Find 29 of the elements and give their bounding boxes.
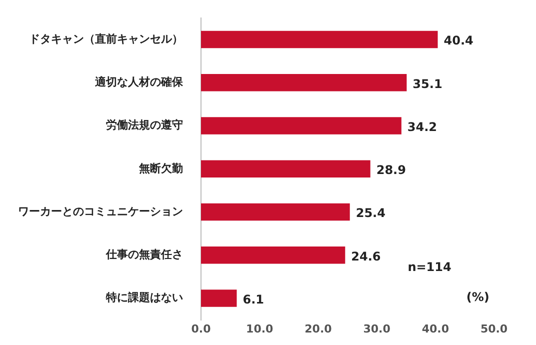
x-tick-label: 20.0: [304, 322, 332, 336]
bar: [201, 117, 402, 134]
data-label: 24.6: [351, 249, 381, 264]
bar: [201, 74, 407, 92]
data-label: 6.1: [242, 292, 264, 306]
y-tick-label: 仕事の無責任さ: [105, 248, 183, 261]
annotation: n=114: [408, 260, 452, 274]
x-tick-label: 50.0: [480, 322, 508, 336]
data-label: 25.4: [356, 206, 386, 220]
bar: [201, 246, 346, 264]
y-tick-label: 無断欠勤: [138, 162, 183, 175]
x-tick-label: 10.0: [246, 322, 274, 336]
x-tick-label: 0.0: [191, 322, 212, 336]
y-tick-label: 労働法規の遵守: [106, 118, 183, 132]
bar: [201, 290, 237, 307]
data-label: 34.2: [407, 120, 438, 134]
y-tick-label: ドタキャン（直前キャンセル）: [29, 32, 183, 46]
x-tick-label: 30.0: [363, 322, 391, 336]
bar: [201, 30, 438, 48]
y-tick-label: ワーカーとのコミュニケーション: [18, 204, 183, 218]
data-label: 28.9: [376, 163, 406, 178]
bar: [201, 160, 370, 178]
data-label: 35.1: [412, 76, 442, 91]
y-tick-label: 適切な人材の確保: [94, 76, 184, 89]
annotation: (%): [466, 290, 490, 304]
y-tick-label: 特に課題はない: [105, 291, 183, 304]
x-tick-label: 40.0: [422, 322, 450, 336]
data-label: 40.4: [444, 34, 474, 48]
bar: [201, 203, 350, 221]
